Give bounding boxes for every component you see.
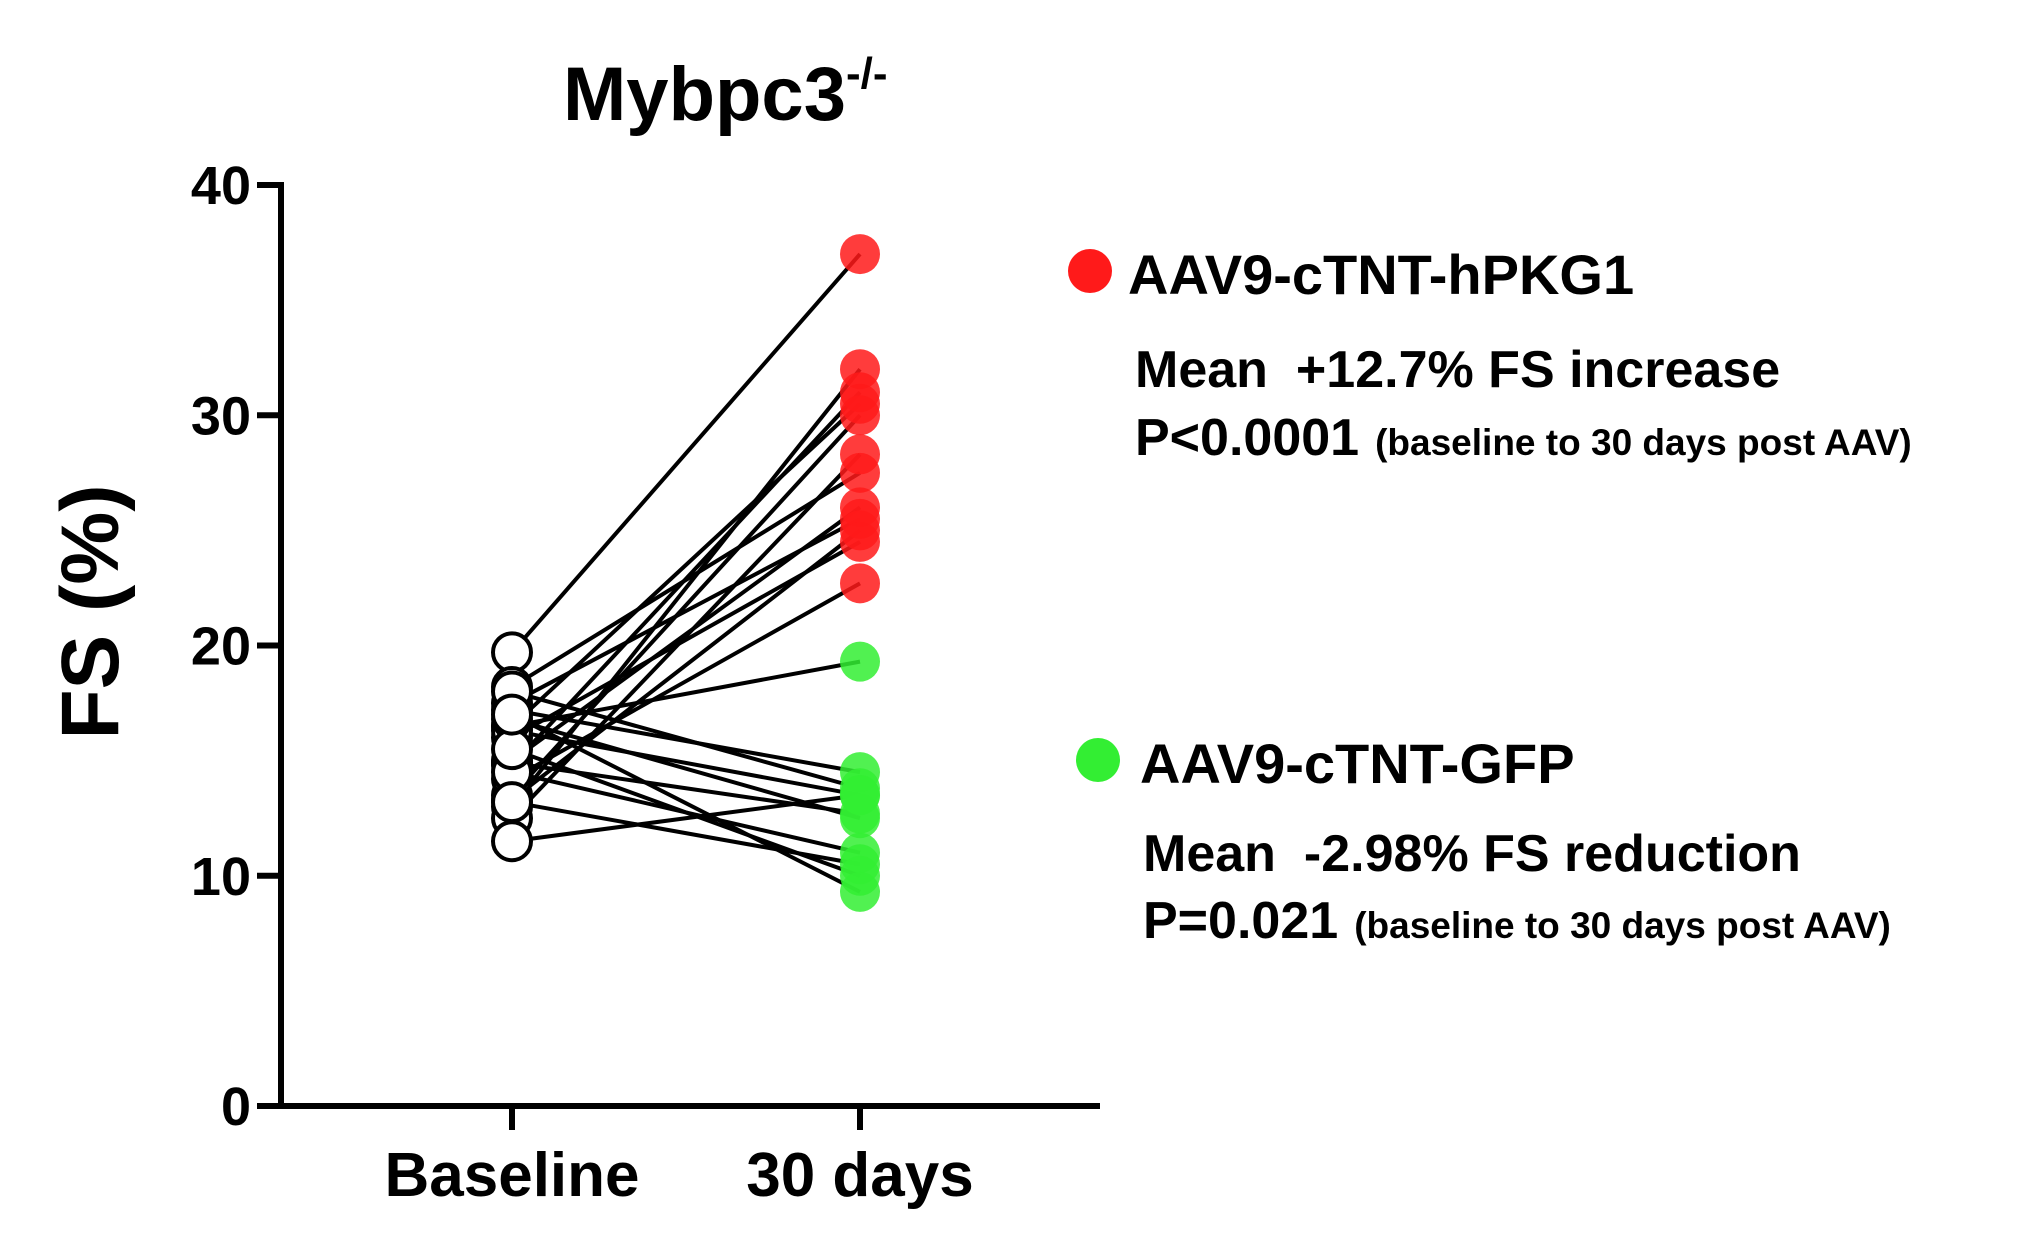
mean-text-gfp: -2.98% FS reduction bbox=[1304, 825, 1801, 883]
legend-marker-gfp bbox=[1076, 738, 1120, 782]
pair-lines bbox=[510, 252, 862, 894]
point-baseline bbox=[491, 820, 533, 863]
legend-entry-hpkg1: AAV9-cTNT-hPKG1 Mean +12.7% FS increase P… bbox=[1068, 243, 1912, 467]
p-note-gfp: (baseline to 30 days post AAV) bbox=[1354, 905, 1891, 946]
legend-marker-hpkg1 bbox=[1068, 249, 1112, 293]
chart-title-base: Mybpc3 bbox=[563, 52, 846, 137]
y-tick-label: 30 bbox=[191, 386, 251, 446]
p-value-annotation-gfp: P=0.021 (baseline to 30 days post AAV) bbox=[1143, 892, 1891, 950]
pair-line bbox=[511, 659, 861, 729]
legend-entry-gfp: AAV9-cTNT-GFP Mean -2.98% FS reduction P=… bbox=[1076, 732, 1891, 950]
y-axis-label: FS (%) bbox=[45, 484, 136, 739]
mean-annotation-gfp: Mean -2.98% FS reduction bbox=[1143, 825, 1801, 883]
y-tick-label: 10 bbox=[191, 847, 251, 907]
x-axis-ticks: Baseline 30 days bbox=[384, 1106, 974, 1210]
p-value-gfp: P=0.021 bbox=[1143, 892, 1338, 950]
point-30-days bbox=[840, 234, 880, 275]
point-baseline bbox=[491, 728, 533, 771]
y-tick-label: 20 bbox=[191, 617, 251, 677]
pair-line bbox=[510, 471, 862, 689]
y-tick-label: 40 bbox=[191, 156, 251, 216]
point-30-days bbox=[840, 521, 880, 562]
p-value-hpkg1: P<0.0001 bbox=[1135, 409, 1359, 467]
point-baseline bbox=[491, 781, 533, 824]
point-baseline bbox=[491, 631, 533, 674]
legend-label-hpkg1: AAV9-cTNT-hPKG1 bbox=[1128, 243, 1634, 306]
points-30-days bbox=[840, 234, 880, 912]
y-axis-ticks: 0 10 20 30 40 bbox=[191, 156, 281, 1137]
points-baseline bbox=[491, 631, 533, 863]
pair-line bbox=[511, 689, 861, 791]
pair-line bbox=[510, 252, 862, 654]
point-30-days bbox=[840, 395, 880, 436]
mean-annotation-hpkg1: Mean +12.7% FS increase bbox=[1135, 341, 1780, 399]
legend-label-gfp: AAV9-cTNT-GFP bbox=[1140, 732, 1575, 795]
mean-label-gfp: Mean bbox=[1143, 825, 1276, 883]
point-30-days bbox=[840, 775, 880, 816]
p-note-hpkg1: (baseline to 30 days post AAV) bbox=[1375, 422, 1912, 463]
pair-line bbox=[511, 728, 861, 798]
chart-title: Mybpc3-/- bbox=[563, 49, 888, 137]
pair-line bbox=[511, 517, 861, 705]
x-category-label: 30 days bbox=[746, 1141, 974, 1210]
point-30-days bbox=[840, 871, 880, 912]
pair-line bbox=[511, 581, 861, 781]
pair-line bbox=[511, 712, 861, 894]
y-tick-label: 0 bbox=[221, 1077, 251, 1137]
point-30-days bbox=[840, 641, 880, 682]
pair-line bbox=[511, 747, 861, 878]
mean-label-hpkg1: Mean bbox=[1135, 341, 1268, 399]
p-value-annotation-hpkg1: P<0.0001 (baseline to 30 days post AAV) bbox=[1135, 409, 1912, 467]
pair-line bbox=[511, 540, 861, 740]
chart-title-superscript: -/- bbox=[846, 49, 888, 98]
point-30-days bbox=[840, 452, 880, 493]
point-30-days bbox=[840, 563, 880, 604]
point-baseline bbox=[491, 693, 533, 736]
mean-text-hpkg1: +12.7% FS increase bbox=[1296, 341, 1780, 399]
pair-line bbox=[510, 413, 862, 797]
x-category-label: Baseline bbox=[384, 1141, 639, 1210]
pair-line bbox=[511, 793, 861, 844]
